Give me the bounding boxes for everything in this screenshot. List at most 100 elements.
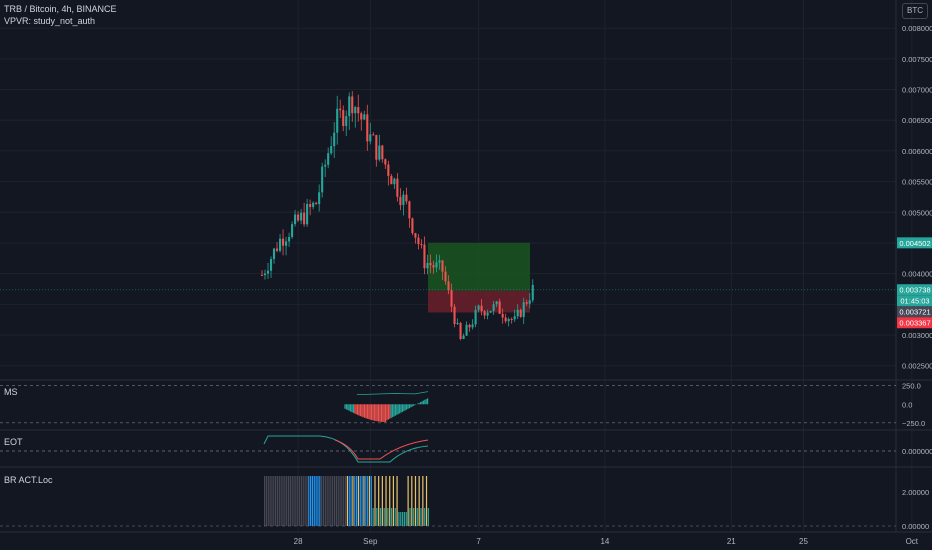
candle-body xyxy=(291,224,294,237)
candle-body xyxy=(402,194,405,206)
candle-body xyxy=(396,178,399,197)
candle-body xyxy=(504,317,507,322)
candle-body xyxy=(459,322,462,339)
candle-body xyxy=(399,196,402,206)
candle-body xyxy=(324,164,327,167)
br-bar xyxy=(271,476,273,526)
price-label-tag xyxy=(897,284,932,296)
br-bar xyxy=(341,476,343,526)
br-bar xyxy=(424,508,426,526)
candle-body xyxy=(294,214,297,225)
eot-pane-label: EOT xyxy=(4,437,23,447)
br-bar xyxy=(310,476,312,526)
ms-tick-label: 250.0 xyxy=(902,382,921,391)
candle-body xyxy=(309,204,312,207)
candle-body xyxy=(297,214,300,221)
br-bar xyxy=(337,476,339,526)
candle-body xyxy=(453,306,456,324)
br-bar xyxy=(275,476,277,526)
br-bar xyxy=(370,476,372,526)
br-bar xyxy=(372,508,374,526)
price-label-text: 01:45:03 xyxy=(900,297,929,306)
candle-body xyxy=(266,270,270,274)
candle-body xyxy=(495,301,498,305)
br-bar xyxy=(293,476,295,526)
candle-body xyxy=(384,159,387,165)
br-bar xyxy=(319,476,321,526)
candle-body xyxy=(366,114,369,142)
price-label-text: 0.004502 xyxy=(899,239,930,248)
candle-body xyxy=(348,96,351,117)
br-bar xyxy=(264,476,266,526)
br-bar xyxy=(356,476,358,526)
br-tick-label: 0.00000 xyxy=(902,522,929,531)
candle-body xyxy=(438,260,441,263)
price-tick-label: 0.008000 xyxy=(902,24,932,33)
br-bar xyxy=(286,476,288,526)
price-label-tag xyxy=(897,237,932,249)
br-bar xyxy=(297,476,299,526)
candles xyxy=(260,91,534,341)
br-bar xyxy=(324,476,326,526)
br-bar xyxy=(339,476,341,526)
eot-line-red xyxy=(334,439,429,460)
candle-body xyxy=(321,166,324,193)
candle-body xyxy=(375,135,378,160)
price-label-tag xyxy=(897,306,932,318)
br-bar xyxy=(315,476,317,526)
br-bar xyxy=(405,512,407,526)
br-bar xyxy=(418,476,420,526)
br-bar xyxy=(354,476,356,526)
br-bar xyxy=(363,476,365,526)
candle-body xyxy=(369,134,372,142)
candle-body xyxy=(342,110,345,127)
candle-body xyxy=(477,305,480,310)
price-label-tag xyxy=(897,317,932,329)
br-bar xyxy=(361,476,363,526)
candle-body xyxy=(318,192,321,205)
candle-body xyxy=(378,145,381,160)
br-bar xyxy=(265,476,268,526)
candle-body xyxy=(263,273,267,276)
candle-body xyxy=(393,178,396,185)
eot-line-teal xyxy=(263,435,429,463)
candle-body xyxy=(510,319,513,321)
candle-body xyxy=(303,212,306,225)
br-bar xyxy=(267,476,269,526)
br-bar xyxy=(416,508,418,526)
candle-body xyxy=(480,305,483,312)
br-bar xyxy=(287,476,290,526)
candle-body xyxy=(426,262,429,269)
br-bar xyxy=(383,508,385,526)
price-tick-label: 0.003000 xyxy=(902,331,932,340)
candle-body xyxy=(315,202,318,205)
br-bar xyxy=(398,512,400,526)
candle-body xyxy=(339,108,342,111)
candle-body xyxy=(441,260,444,272)
eot-tick-label: 0.000000 xyxy=(902,447,932,456)
br-bar xyxy=(344,476,347,526)
ms-tick-label: 0.0 xyxy=(902,400,912,409)
candle-body xyxy=(507,319,510,322)
br-bar xyxy=(280,476,282,526)
currency-button[interactable]: BTC xyxy=(902,3,928,19)
br-bar xyxy=(278,476,280,526)
price-tick-label: 0.004000 xyxy=(902,270,932,279)
br-bar xyxy=(385,476,387,526)
br-bar xyxy=(387,508,389,526)
br-bar xyxy=(414,476,417,526)
br-bar xyxy=(413,508,415,526)
symbol-title: TRB / Bitcoin, 4h, BINANCE xyxy=(4,4,117,14)
candle-body xyxy=(528,300,531,304)
br-bar xyxy=(403,512,406,526)
price-label-text: 0.003721 xyxy=(899,308,930,317)
candle-body xyxy=(417,237,420,245)
candle-body xyxy=(447,281,450,291)
candle-body xyxy=(429,262,432,266)
candle-body xyxy=(327,153,330,165)
candle-body xyxy=(330,146,333,154)
br-bar xyxy=(304,476,306,526)
price-tick-label: 0.005500 xyxy=(902,178,932,187)
candle-body xyxy=(300,212,303,221)
